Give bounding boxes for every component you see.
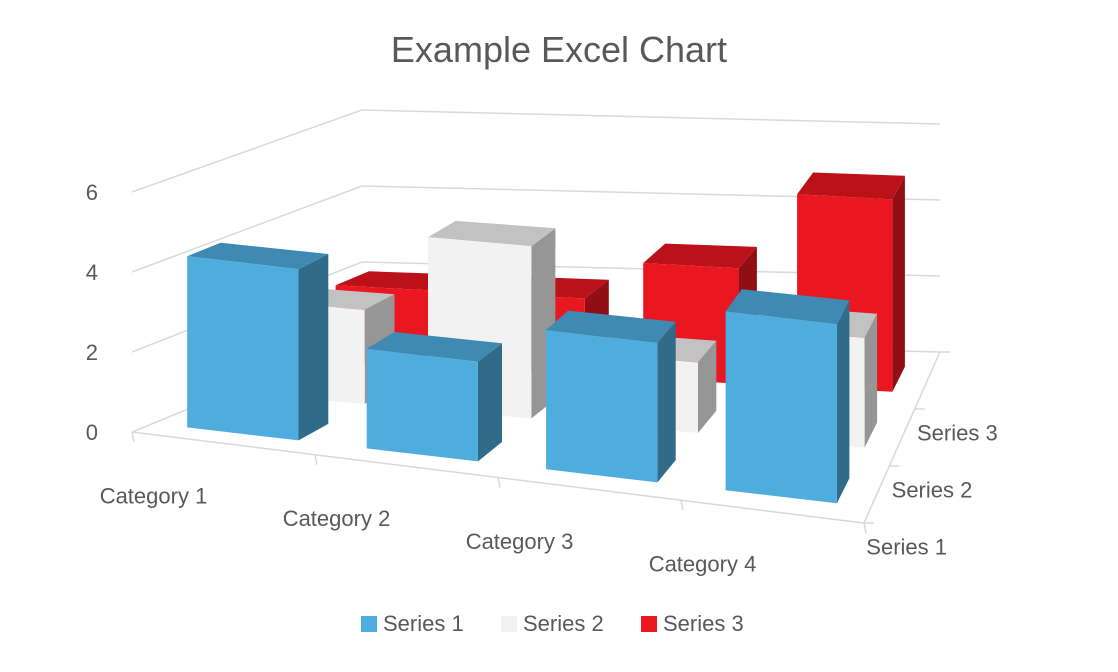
series-axis-label: Series 2 <box>892 478 973 503</box>
bar-front <box>546 330 658 483</box>
legend-item: Series 2 <box>501 611 604 636</box>
bar-side <box>477 343 502 462</box>
bar-top <box>546 310 676 343</box>
bar-side <box>298 254 329 441</box>
bar-top <box>725 289 850 325</box>
category-tick-mark <box>497 477 501 488</box>
bar <box>546 310 676 483</box>
gridline <box>131 109 941 193</box>
bar-top <box>797 172 905 200</box>
y-tick-label: 4 <box>86 260 98 285</box>
legend-item: Series 1 <box>361 611 464 636</box>
y-tick-label: 0 <box>86 420 98 445</box>
legend-label: Series 1 <box>383 611 464 636</box>
bar-top <box>643 243 757 269</box>
series-axis-label: Series 3 <box>917 421 998 446</box>
category-label: Category 3 <box>466 529 574 554</box>
category-tick-mark <box>680 500 684 511</box>
legend-swatch <box>641 616 657 632</box>
bar-top <box>428 220 556 247</box>
category-tick-mark <box>863 522 867 534</box>
axes <box>131 351 950 534</box>
chart-title: Example Excel Chart <box>391 29 727 70</box>
legend-label: Series 2 <box>523 611 604 636</box>
bar-front <box>725 311 837 504</box>
legend-swatch <box>501 616 517 632</box>
bars <box>187 172 905 504</box>
category-label: Category 2 <box>283 506 391 531</box>
legend: Series 1 Series 2 Series 3 <box>361 611 744 636</box>
gridline <box>131 185 941 273</box>
category-tick-mark <box>314 454 318 465</box>
bar-side <box>698 340 717 433</box>
bar-front <box>366 348 478 462</box>
category-tick-mark <box>131 431 135 443</box>
category-label: Category 4 <box>649 552 757 577</box>
legend-item: Series 3 <box>641 611 744 636</box>
bar-side <box>657 321 676 483</box>
y-tick-label: 2 <box>86 340 98 365</box>
series-axis-label: Series 1 <box>866 535 947 560</box>
bar <box>725 289 850 504</box>
bar-top <box>187 242 329 270</box>
bar-front <box>187 256 299 441</box>
axis-labels: 0 2 4 6 Category 1 Category 2 Category 3 Catego… <box>86 180 998 577</box>
category-label: Category 1 <box>100 483 208 508</box>
bar <box>366 332 502 462</box>
bar-side <box>864 313 878 448</box>
legend-swatch <box>361 616 377 632</box>
bar-side <box>836 300 850 504</box>
bar <box>187 242 329 441</box>
y-tick-label: 6 <box>86 180 98 205</box>
bar-side <box>892 175 905 392</box>
legend-label: Series 3 <box>663 611 744 636</box>
bar-top <box>366 332 502 362</box>
